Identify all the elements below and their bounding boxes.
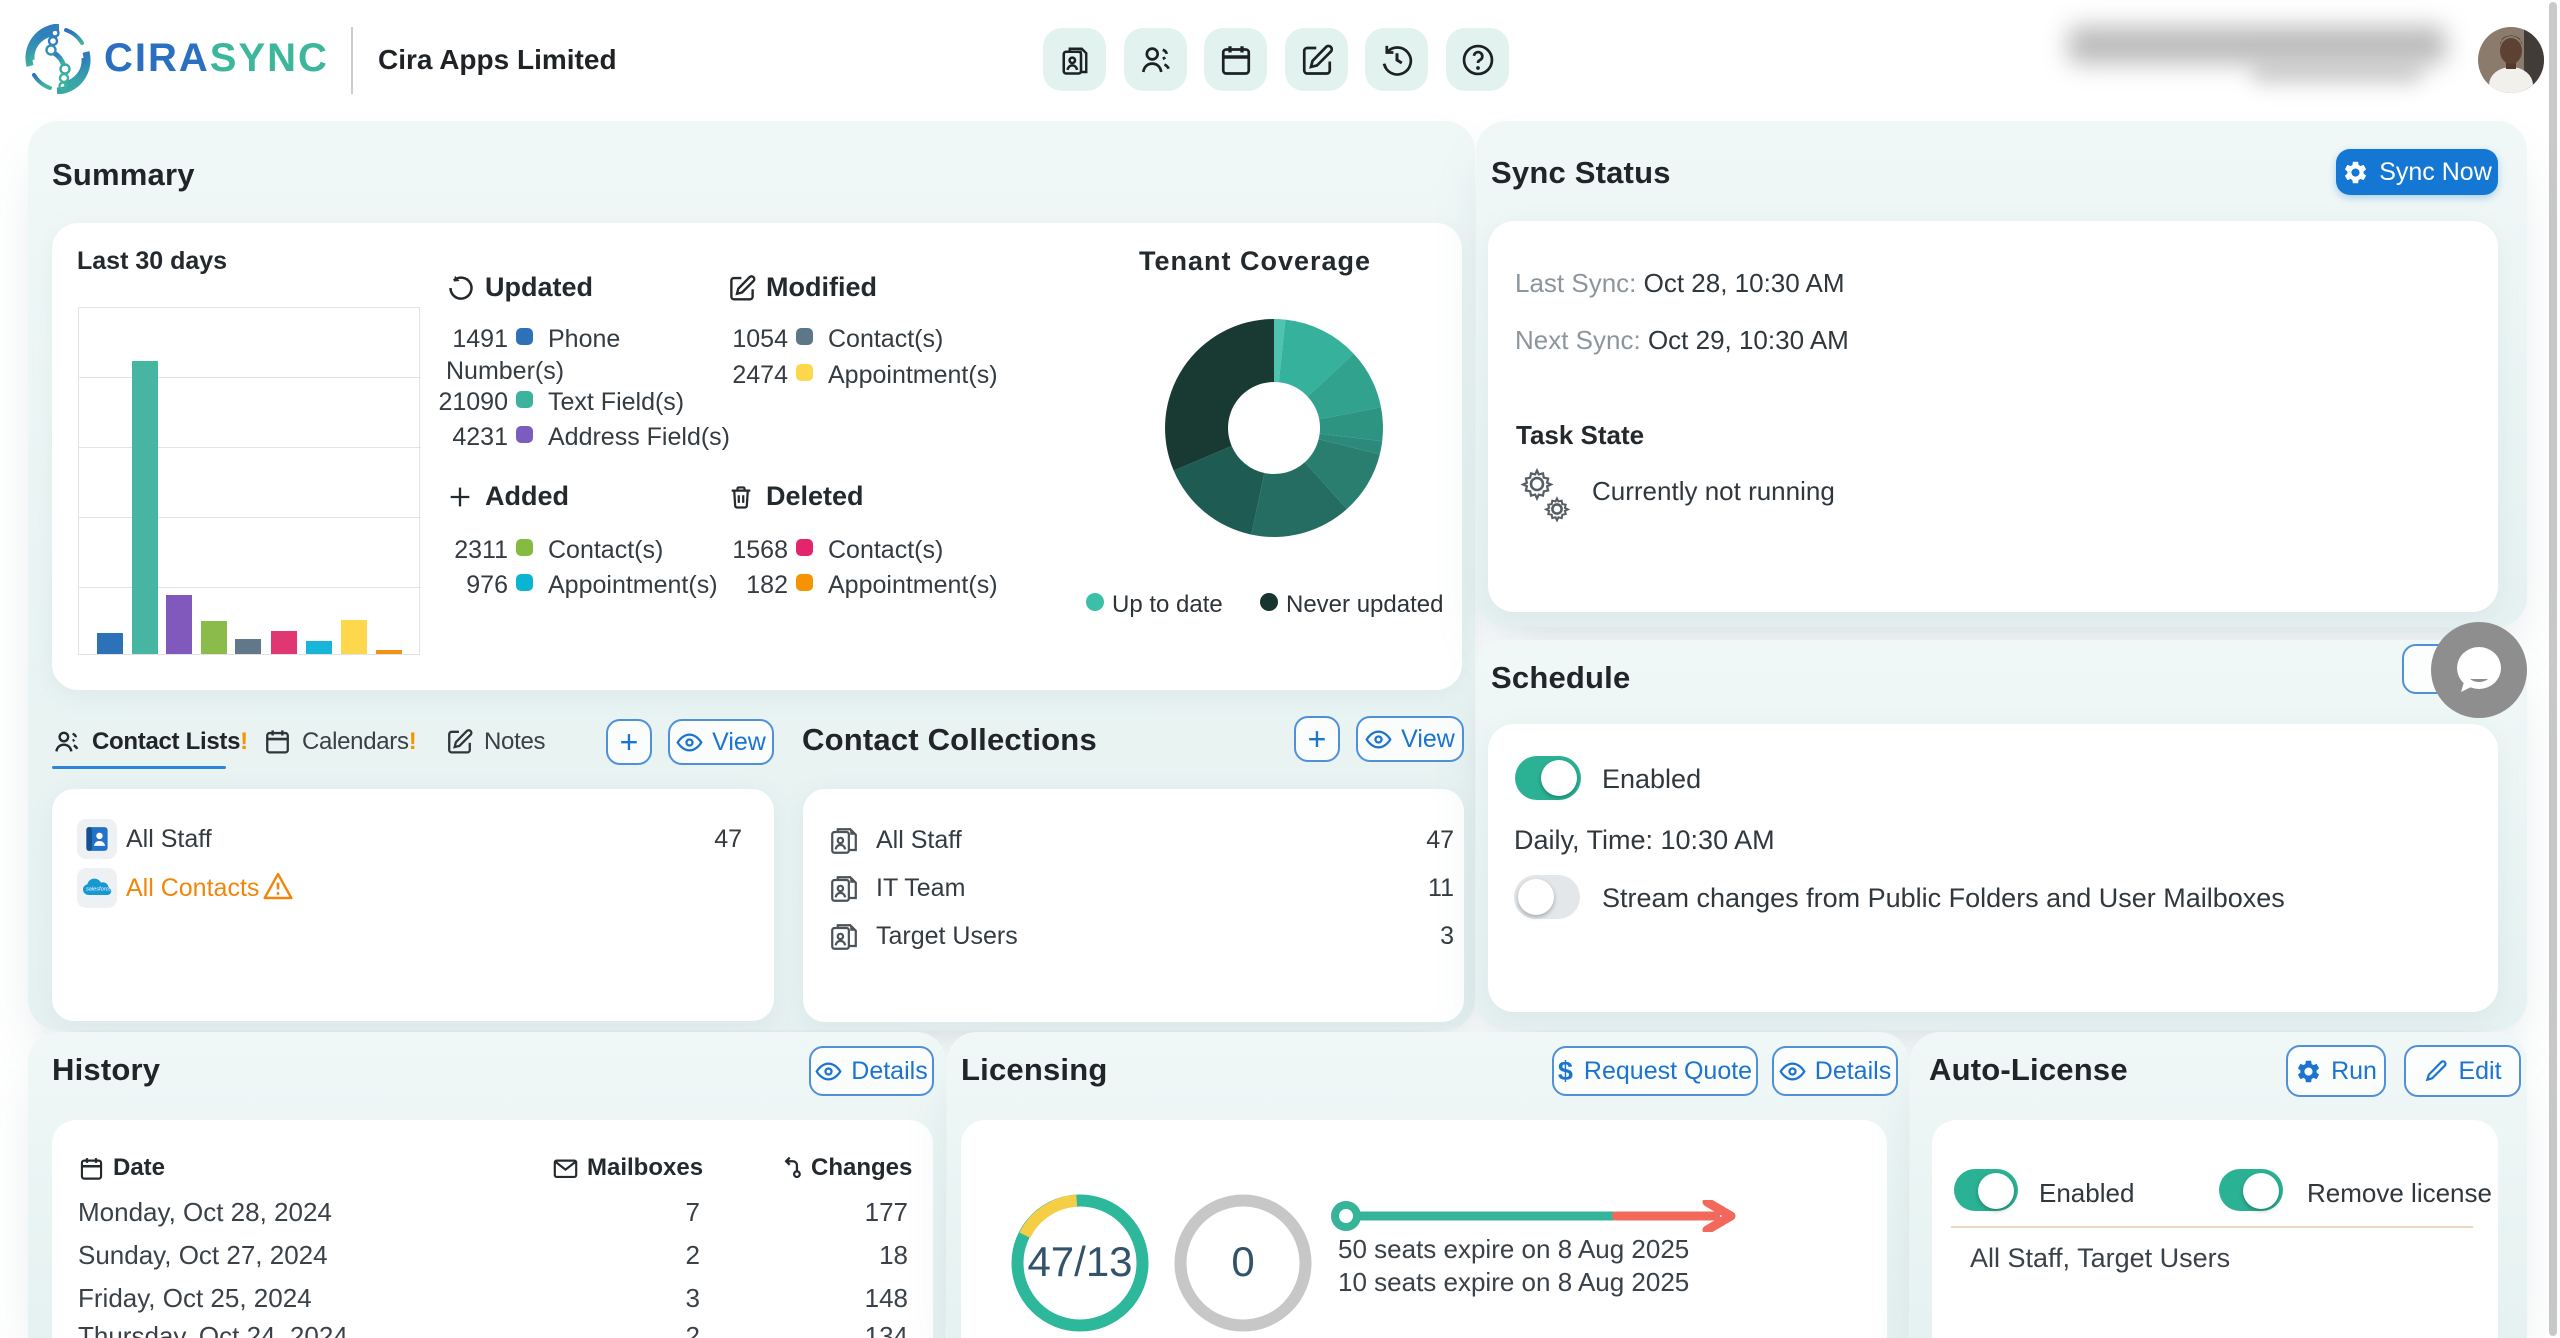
svg-text:salesforce: salesforce (86, 887, 112, 893)
